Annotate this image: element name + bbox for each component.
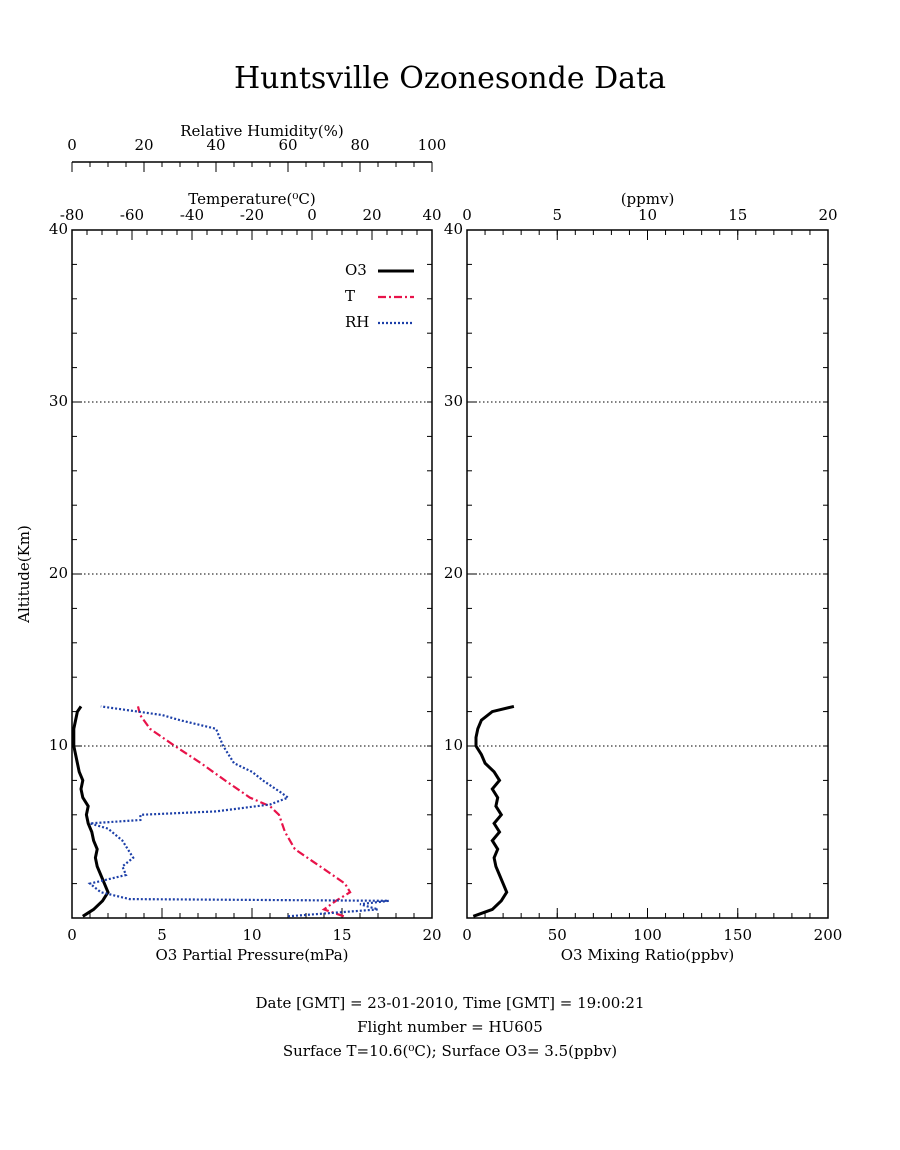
x2-tick-label: 5 — [552, 206, 562, 224]
series-line — [136, 706, 352, 918]
y-tick-label: 20 — [49, 564, 68, 582]
x2-tick-label: 15 — [728, 206, 747, 224]
footer-line: Date [GMT] = 23-01-2010, Time [GMT] = 19… — [255, 994, 644, 1012]
series-line — [87, 705, 389, 918]
legend-label: O3 — [345, 261, 367, 279]
x3-tick-label: 60 — [278, 136, 297, 154]
x-tick-label: 0 — [462, 926, 472, 944]
y-tick-label: 30 — [444, 392, 463, 410]
y-tick-label: 40 — [444, 220, 463, 238]
x3-tick-label: 20 — [134, 136, 153, 154]
x2-tick-label: -80 — [60, 206, 84, 224]
x3-axis-label: Relative Humidity(%) — [180, 122, 343, 140]
chart-title: Huntsville Ozonesonde Data — [234, 61, 666, 96]
x2-tick-label: -60 — [120, 206, 144, 224]
x-axis-label: O3 Mixing Ratio(ppbv) — [561, 946, 734, 964]
legend-label: T — [345, 287, 355, 305]
x3-tick-label: 0 — [67, 136, 77, 154]
x3-tick-label: 40 — [206, 136, 225, 154]
x-tick-label: 100 — [633, 926, 662, 944]
x-tick-label: 50 — [548, 926, 567, 944]
series-line — [472, 704, 515, 918]
series-line — [72, 705, 110, 918]
x2-tick-label: 40 — [422, 206, 441, 224]
y-axis-label: Altitude(Km) — [15, 525, 33, 624]
x2-tick-label: 0 — [307, 206, 317, 224]
x2-tick-label: -20 — [240, 206, 264, 224]
y-tick-label: 20 — [444, 564, 463, 582]
x-tick-label: 200 — [814, 926, 843, 944]
x2-tick-label: -40 — [180, 206, 204, 224]
y-tick-label: 40 — [49, 220, 68, 238]
x3-tick-label: 100 — [418, 136, 447, 154]
x2-axis-label: Temperature(⁰C) — [188, 190, 315, 208]
x-tick-label: 10 — [242, 926, 261, 944]
legend-label: RH — [345, 313, 369, 331]
x-axis-label: O3 Partial Pressure(mPa) — [155, 946, 348, 964]
y-tick-label: 10 — [444, 736, 463, 754]
footer-line: Flight number = HU605 — [357, 1018, 543, 1036]
x-tick-label: 20 — [422, 926, 441, 944]
x2-axis-label: (ppmv) — [621, 190, 675, 208]
y-tick-label: 30 — [49, 392, 68, 410]
footer-line: Surface T=10.6(⁰C); Surface O3= 3.5(ppbv… — [283, 1042, 617, 1060]
x-tick-label: 150 — [723, 926, 752, 944]
x2-tick-label: 20 — [362, 206, 381, 224]
x2-tick-label: 0 — [462, 206, 472, 224]
x2-tick-label: 20 — [818, 206, 837, 224]
y-tick-label: 10 — [49, 736, 68, 754]
x-tick-label: 0 — [67, 926, 77, 944]
x-tick-label: 5 — [157, 926, 167, 944]
x3-tick-label: 80 — [350, 136, 369, 154]
x-tick-label: 15 — [332, 926, 351, 944]
x2-tick-label: 10 — [638, 206, 657, 224]
